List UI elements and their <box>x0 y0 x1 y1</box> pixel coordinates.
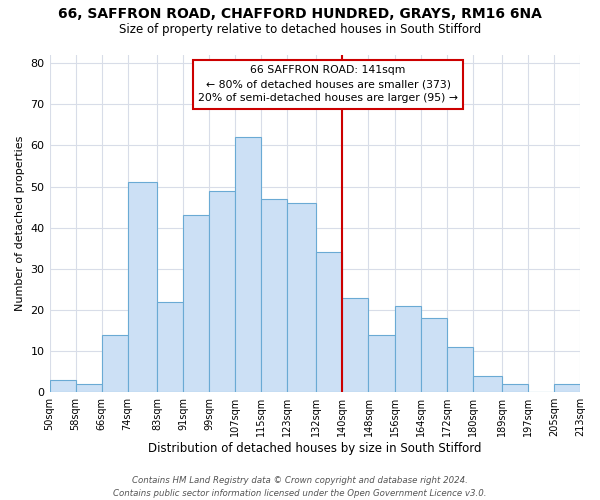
Bar <box>235 137 261 392</box>
Bar <box>128 182 157 392</box>
Bar <box>261 199 287 392</box>
Bar <box>368 334 395 392</box>
Bar <box>502 384 528 392</box>
Bar <box>76 384 101 392</box>
Bar <box>343 298 368 392</box>
Y-axis label: Number of detached properties: Number of detached properties <box>15 136 25 312</box>
Bar <box>446 347 473 392</box>
Bar <box>554 384 580 392</box>
Bar <box>101 334 128 392</box>
Bar <box>287 203 316 392</box>
Text: 66, SAFFRON ROAD, CHAFFORD HUNDRED, GRAYS, RM16 6NA: 66, SAFFRON ROAD, CHAFFORD HUNDRED, GRAY… <box>58 8 542 22</box>
Text: 66 SAFFRON ROAD: 141sqm
← 80% of detached houses are smaller (373)
20% of semi-d: 66 SAFFRON ROAD: 141sqm ← 80% of detache… <box>198 65 458 103</box>
Bar <box>209 190 235 392</box>
Bar <box>157 302 183 392</box>
Bar <box>316 252 343 392</box>
X-axis label: Distribution of detached houses by size in South Stifford: Distribution of detached houses by size … <box>148 442 482 455</box>
Bar <box>395 306 421 392</box>
Text: Size of property relative to detached houses in South Stifford: Size of property relative to detached ho… <box>119 22 481 36</box>
Text: Contains HM Land Registry data © Crown copyright and database right 2024.
Contai: Contains HM Land Registry data © Crown c… <box>113 476 487 498</box>
Bar <box>183 216 209 392</box>
Bar <box>421 318 446 392</box>
Bar <box>50 380 76 392</box>
Bar <box>473 376 502 392</box>
